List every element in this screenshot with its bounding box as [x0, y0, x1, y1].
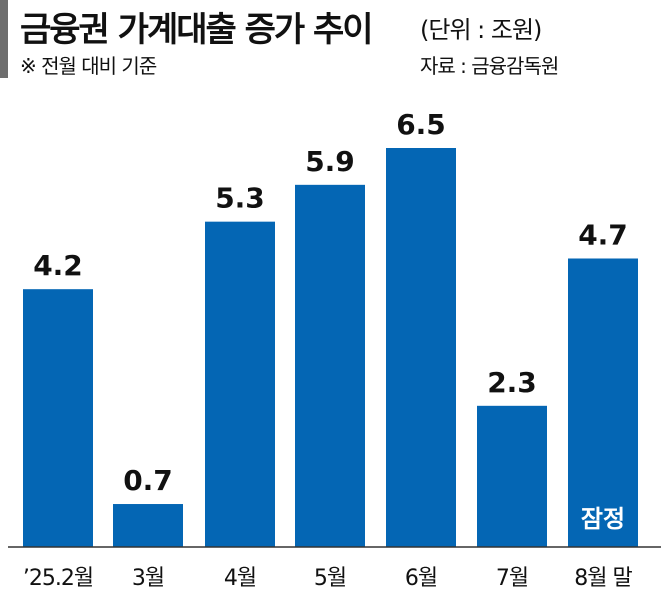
chart-title: 금융권 가계대출 증가 추이 — [20, 10, 374, 50]
x-tick-label: 3월 — [132, 566, 164, 591]
value-label: 5.9 — [305, 145, 355, 178]
bar — [295, 184, 365, 548]
value-label: 0.7 — [123, 464, 173, 497]
title-accent-bar — [0, 0, 8, 78]
x-tick-label: 8월 말 — [574, 566, 632, 591]
bar — [113, 504, 183, 547]
value-label: 2.3 — [487, 366, 537, 399]
x-tick-label: 6월 — [405, 566, 437, 591]
value-label: 4.7 — [578, 218, 628, 251]
unit-label: (단위 : 조원) — [420, 16, 542, 44]
bar — [477, 405, 547, 547]
bar — [568, 258, 638, 547]
bar — [205, 221, 275, 547]
value-label: 4.2 — [33, 249, 83, 282]
bar — [23, 289, 93, 547]
x-tick-label: 7월 — [496, 566, 528, 591]
value-label: 5.3 — [215, 182, 265, 215]
value-label: 6.5 — [396, 108, 446, 141]
source-label: 자료 : 금융감독원 — [420, 54, 559, 78]
basis-note: ※ 전월 대비 기준 — [20, 54, 157, 78]
provisional-annotation: 잠정 — [581, 505, 625, 533]
bar — [386, 148, 456, 547]
x-tick-label: 4월 — [224, 566, 256, 591]
x-tick-label: 5월 — [314, 566, 346, 591]
x-tick-label: ’25.2월 — [23, 566, 93, 591]
